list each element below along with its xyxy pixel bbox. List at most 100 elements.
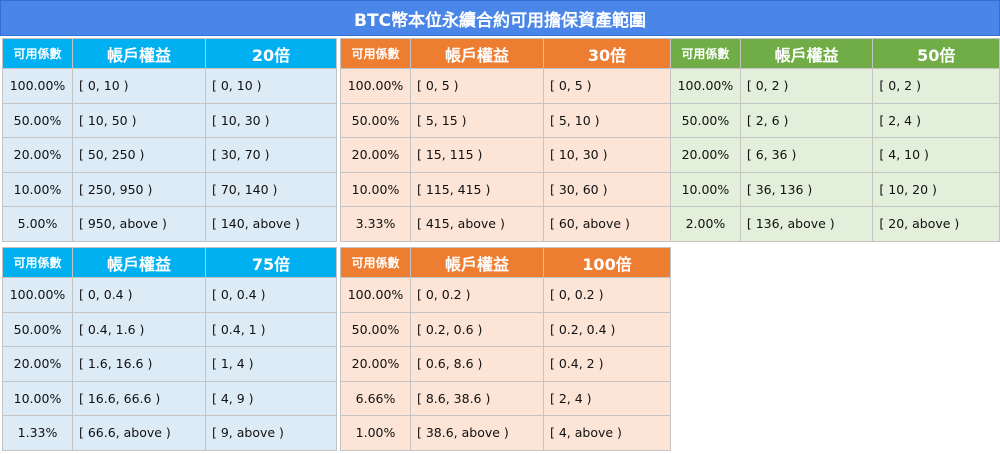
table-header-row: 可用係數 帳戶權益 100倍 (340, 247, 671, 278)
leverage-range-cell: [ 140, above ) (205, 206, 337, 242)
coefficient-cell: 100.00% (340, 68, 411, 104)
table-row: 50.00% [ 0.2, 0.6 ) [ 0.2, 0.4 ) (340, 311, 671, 347)
equity-range-cell: [ 5, 15 ) (410, 102, 544, 138)
equity-range-cell: [ 6, 36 ) (739, 137, 874, 173)
leverage-table-30x: 可用係數 帳戶權益 30倍 100.00% [ 0, 5 ) [ 0, 5 ) … (340, 38, 671, 242)
table-row: 100.00% [ 0, 2 ) [ 0, 2 ) (670, 68, 1000, 104)
leverage-range-cell: [ 2, 4 ) (872, 102, 1000, 138)
coefficient-cell: 100.00% (2, 68, 73, 104)
table-row: 3.33% [ 415, above ) [ 60, above ) (340, 206, 671, 242)
table-row: 20.00% [ 15, 115 ) [ 10, 30 ) (340, 137, 671, 173)
table-row: 50.00% [ 5, 15 ) [ 5, 10 ) (340, 102, 671, 138)
table-row: 1.00% [ 38.6, above ) [ 4, above ) (340, 415, 671, 451)
page-title: BTC幣本位永續合約可用擔保資產範圍 (0, 0, 1000, 36)
header-leverage: 30倍 (543, 38, 671, 69)
table-row: 10.00% [ 36, 136 ) [ 10, 20 ) (670, 171, 1000, 207)
leverage-range-cell: [ 0.4, 1 ) (205, 311, 337, 347)
coefficient-cell: 10.00% (2, 380, 73, 416)
leverage-range-cell: [ 0.4, 2 ) (543, 346, 671, 382)
leverage-range-cell: [ 60, above ) (543, 206, 671, 242)
header-coefficient: 可用係數 (670, 38, 741, 69)
table-row: 50.00% [ 10, 50 ) [ 10, 30 ) (2, 102, 337, 138)
table-row: 20.00% [ 50, 250 ) [ 30, 70 ) (2, 137, 337, 173)
header-leverage: 20倍 (205, 38, 337, 69)
coefficient-cell: 20.00% (340, 137, 411, 173)
equity-range-cell: [ 2, 6 ) (739, 102, 874, 138)
leverage-range-cell: [ 30, 70 ) (205, 137, 337, 173)
table-row: 6.66% [ 8.6, 38.6 ) [ 2, 4 ) (340, 380, 671, 416)
leverage-range-cell: [ 5, 10 ) (543, 102, 671, 138)
table-row: 100.00% [ 0, 10 ) [ 0, 10 ) (2, 68, 337, 104)
coefficient-cell: 1.00% (340, 415, 411, 451)
table-header-row: 可用係數 帳戶權益 75倍 (2, 247, 337, 278)
header-coefficient: 可用係數 (340, 247, 411, 278)
leverage-range-cell: [ 0, 5 ) (543, 68, 671, 104)
table-header-row: 可用係數 帳戶權益 20倍 (2, 38, 337, 69)
equity-range-cell: [ 50, 250 ) (72, 137, 206, 173)
equity-range-cell: [ 1.6, 16.6 ) (72, 346, 206, 382)
header-leverage: 100倍 (543, 247, 671, 278)
header-account-equity: 帳戶權益 (410, 38, 544, 69)
equity-range-cell: [ 16.6, 66.6 ) (72, 380, 206, 416)
leverage-range-cell: [ 0, 10 ) (205, 68, 337, 104)
equity-range-cell: [ 415, above ) (410, 206, 544, 242)
header-account-equity: 帳戶權益 (72, 247, 206, 278)
equity-range-cell: [ 66.6, above ) (72, 415, 206, 451)
table-row: 100.00% [ 0, 0.2 ) [ 0, 0.2 ) (340, 277, 671, 313)
table-row: 10.00% [ 115, 415 ) [ 30, 60 ) (340, 171, 671, 207)
table-row: 20.00% [ 1.6, 16.6 ) [ 1, 4 ) (2, 346, 337, 382)
leverage-table-50x: 可用係數 帳戶權益 50倍 100.00% [ 0, 2 ) [ 0, 2 ) … (670, 38, 1000, 242)
equity-range-cell: [ 0, 0.2 ) (410, 277, 544, 313)
header-account-equity: 帳戶權益 (72, 38, 206, 69)
table-row: 2.00% [ 136, above ) [ 20, above ) (670, 206, 1000, 242)
equity-range-cell: [ 0.6, 8.6 ) (410, 346, 544, 382)
coefficient-cell: 10.00% (670, 171, 741, 207)
table-row: 100.00% [ 0, 5 ) [ 0, 5 ) (340, 68, 671, 104)
coefficient-cell: 50.00% (2, 311, 73, 347)
leverage-range-cell: [ 10, 20 ) (872, 171, 1000, 207)
equity-range-cell: [ 0, 10 ) (72, 68, 206, 104)
header-leverage: 75倍 (205, 247, 337, 278)
leverage-table-20x: 可用係數 帳戶權益 20倍 100.00% [ 0, 10 ) [ 0, 10 … (2, 38, 337, 242)
leverage-range-cell: [ 30, 60 ) (543, 171, 671, 207)
equity-range-cell: [ 0.2, 0.6 ) (410, 311, 544, 347)
equity-range-cell: [ 0, 2 ) (739, 68, 874, 104)
equity-range-cell: [ 115, 415 ) (410, 171, 544, 207)
equity-range-cell: [ 136, above ) (739, 206, 874, 242)
leverage-range-cell: [ 2, 4 ) (543, 380, 671, 416)
table-row: 10.00% [ 250, 950 ) [ 70, 140 ) (2, 171, 337, 207)
leverage-range-cell: [ 20, above ) (872, 206, 1000, 242)
leverage-range-cell: [ 0, 0.2 ) (543, 277, 671, 313)
leverage-range-cell: [ 10, 30 ) (543, 137, 671, 173)
coefficient-cell: 2.00% (670, 206, 741, 242)
header-coefficient: 可用係數 (340, 38, 411, 69)
coefficient-cell: 100.00% (340, 277, 411, 313)
equity-range-cell: [ 10, 50 ) (72, 102, 206, 138)
table-row: 5.00% [ 950, above ) [ 140, above ) (2, 206, 337, 242)
coefficient-cell: 3.33% (340, 206, 411, 242)
equity-range-cell: [ 950, above ) (72, 206, 206, 242)
leverage-range-cell: [ 0, 2 ) (872, 68, 1000, 104)
table-row: 100.00% [ 0, 0.4 ) [ 0, 0.4 ) (2, 277, 337, 313)
coefficient-cell: 5.00% (2, 206, 73, 242)
coefficient-cell: 100.00% (670, 68, 741, 104)
table-header-row: 可用係數 帳戶權益 30倍 (340, 38, 671, 69)
leverage-range-cell: [ 4, above ) (543, 415, 671, 451)
leverage-range-cell: [ 0.2, 0.4 ) (543, 311, 671, 347)
equity-range-cell: [ 38.6, above ) (410, 415, 544, 451)
table-row: 1.33% [ 66.6, above ) [ 9, above ) (2, 415, 337, 451)
equity-range-cell: [ 0, 5 ) (410, 68, 544, 104)
leverage-range-cell: [ 10, 30 ) (205, 102, 337, 138)
header-account-equity: 帳戶權益 (739, 38, 874, 69)
equity-range-cell: [ 8.6, 38.6 ) (410, 380, 544, 416)
coefficient-cell: 10.00% (340, 171, 411, 207)
leverage-table-100x: 可用係數 帳戶權益 100倍 100.00% [ 0, 0.2 ) [ 0, 0… (340, 247, 671, 451)
coefficient-cell: 10.00% (2, 171, 73, 207)
table-row: 10.00% [ 16.6, 66.6 ) [ 4, 9 ) (2, 380, 337, 416)
table-header-row: 可用係數 帳戶權益 50倍 (670, 38, 1000, 69)
coefficient-cell: 50.00% (340, 102, 411, 138)
table-row: 20.00% [ 6, 36 ) [ 4, 10 ) (670, 137, 1000, 173)
coefficient-cell: 50.00% (2, 102, 73, 138)
coefficient-cell: 50.00% (340, 311, 411, 347)
leverage-range-cell: [ 70, 140 ) (205, 171, 337, 207)
